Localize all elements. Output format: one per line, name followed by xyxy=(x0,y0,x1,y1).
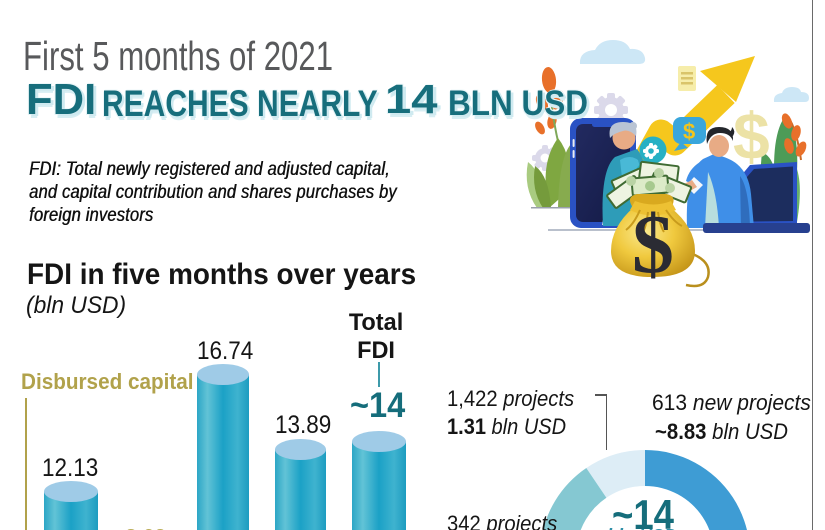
svg-text:$: $ xyxy=(683,119,695,144)
svg-text:$: $ xyxy=(733,99,770,173)
svg-text:$: $ xyxy=(632,198,674,288)
